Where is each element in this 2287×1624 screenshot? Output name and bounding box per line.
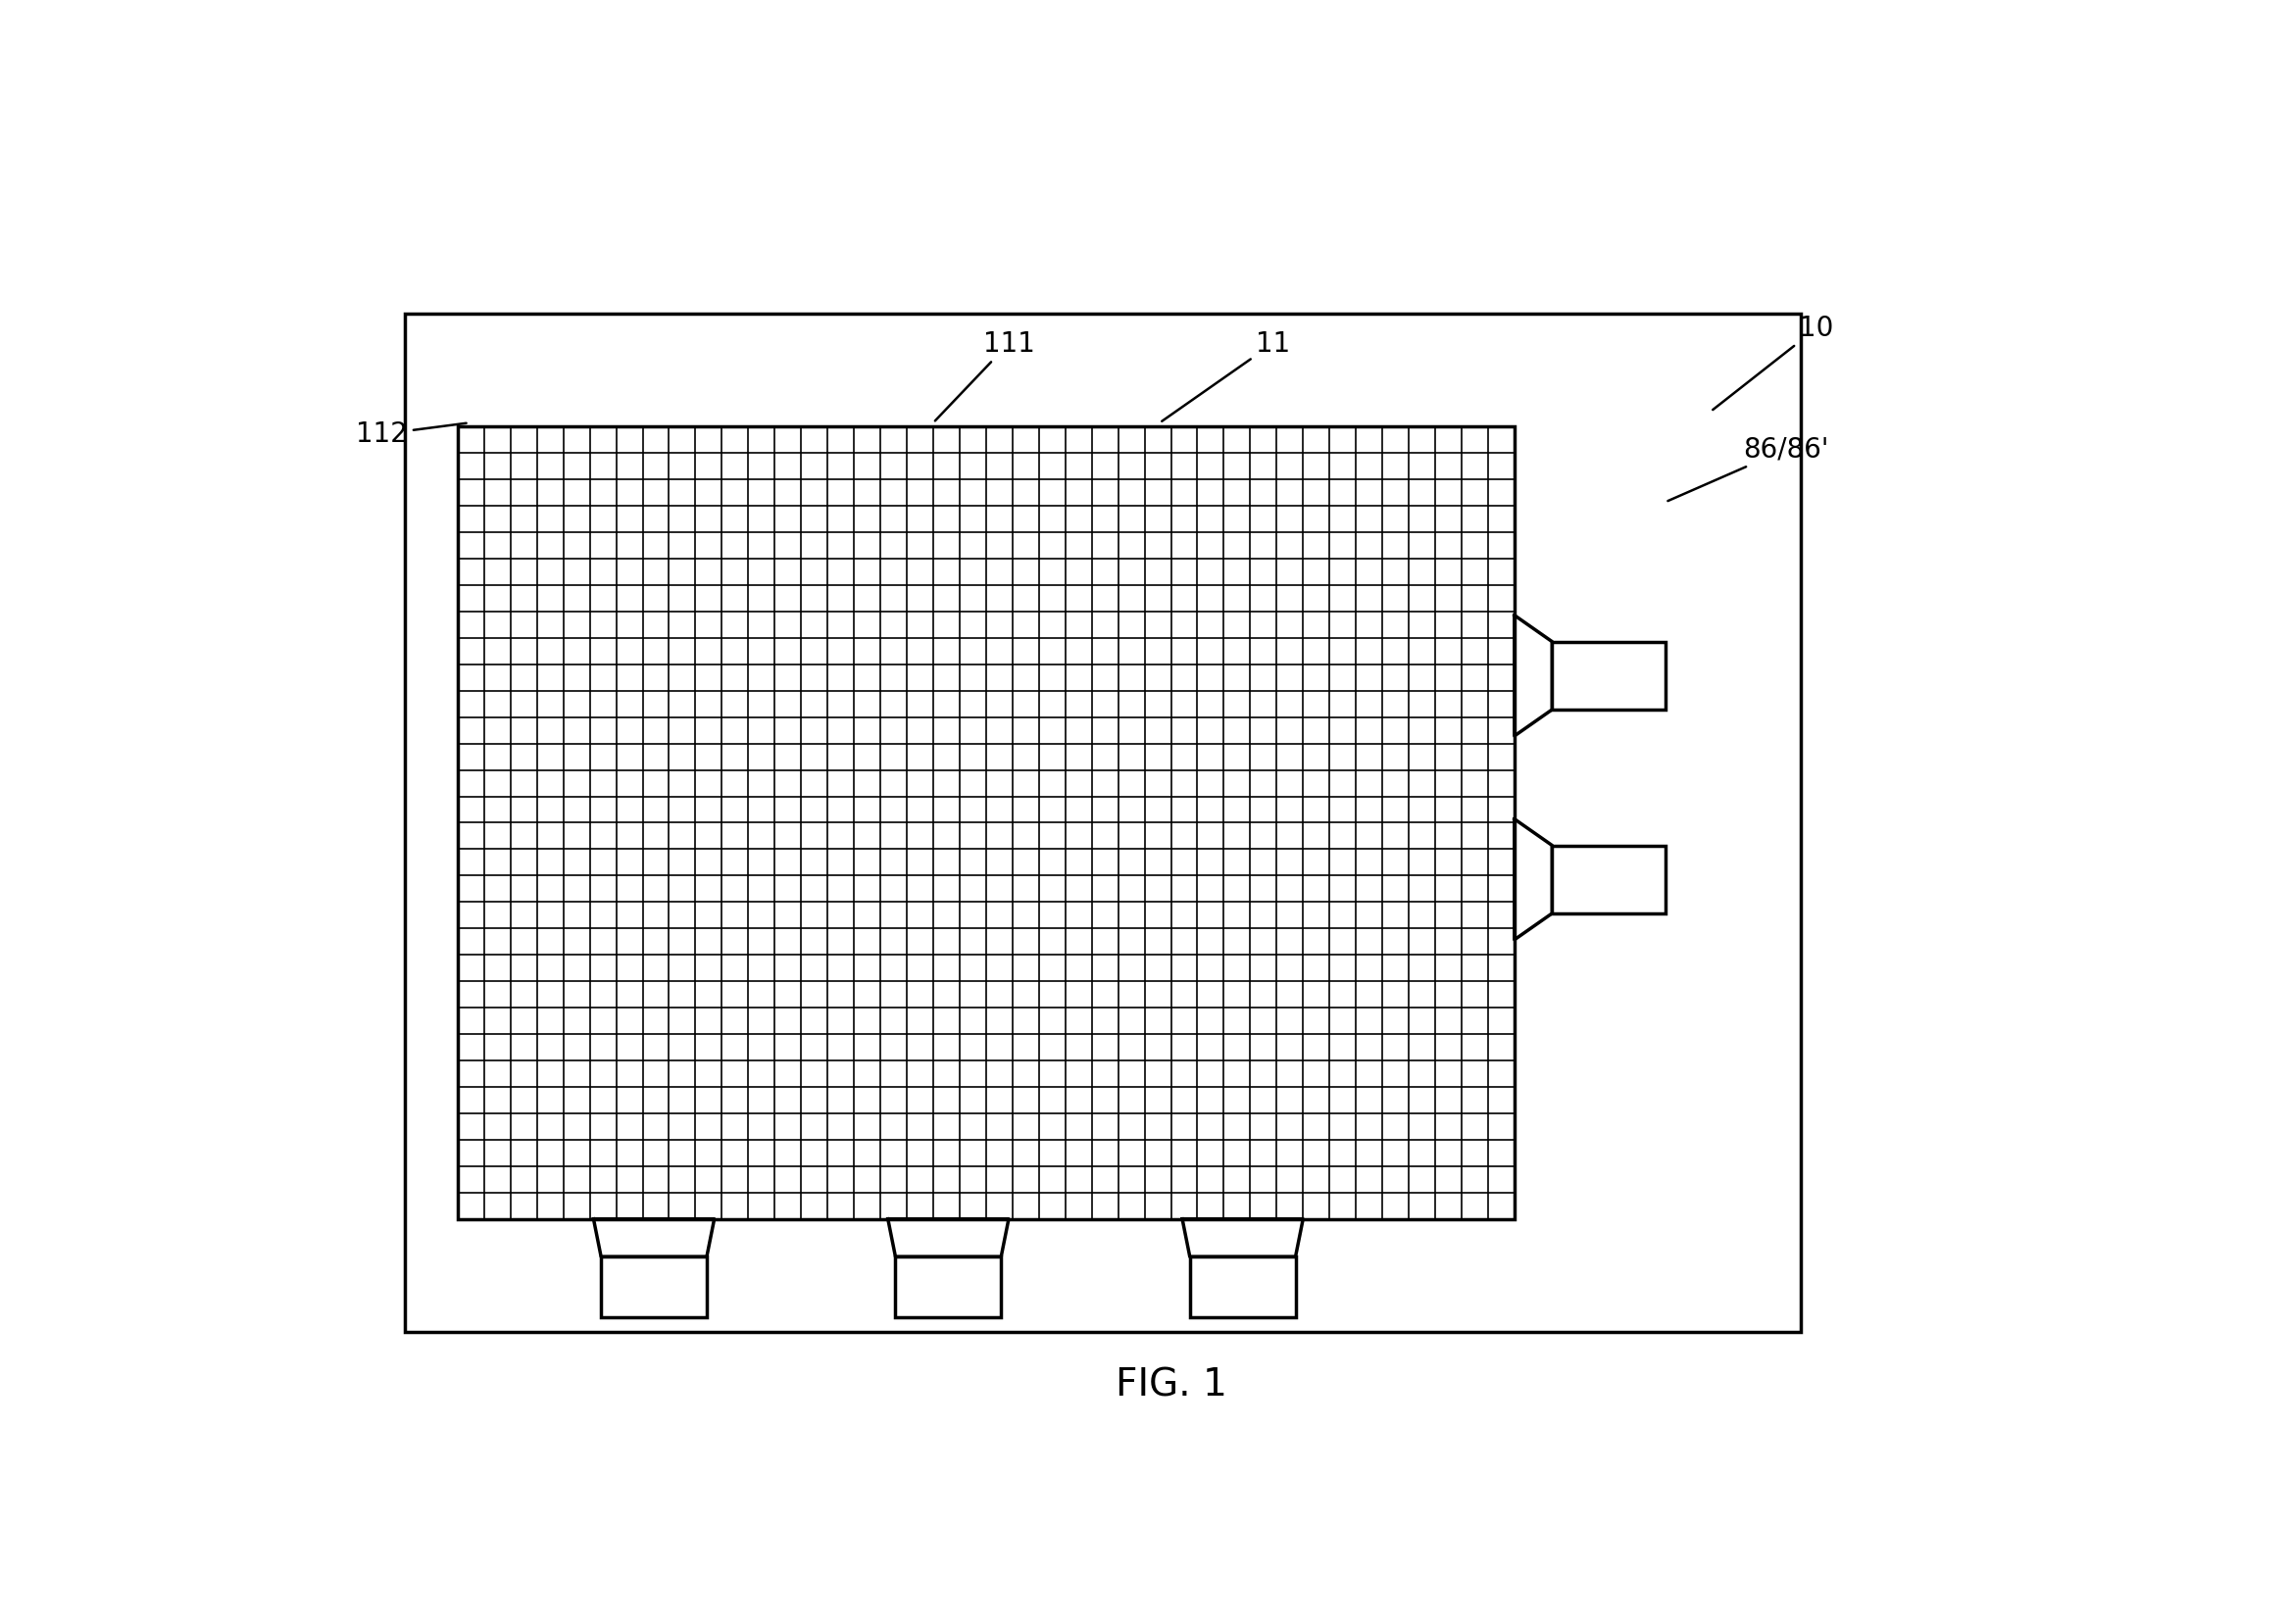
Bar	[1553, 846, 1665, 913]
Text: 112: 112	[357, 421, 467, 448]
Bar	[1189, 1257, 1294, 1317]
Bar	[405, 313, 1802, 1332]
Bar	[601, 1257, 707, 1317]
Text: 11: 11	[1162, 330, 1290, 421]
Bar	[897, 1257, 1002, 1317]
Text: 111: 111	[935, 330, 1034, 421]
Text: 86/86': 86/86'	[1667, 435, 1830, 500]
Text: 10: 10	[1713, 315, 1834, 409]
Bar	[1553, 641, 1665, 710]
Text: FIG. 1: FIG. 1	[1116, 1367, 1226, 1403]
Bar	[457, 427, 1514, 1220]
